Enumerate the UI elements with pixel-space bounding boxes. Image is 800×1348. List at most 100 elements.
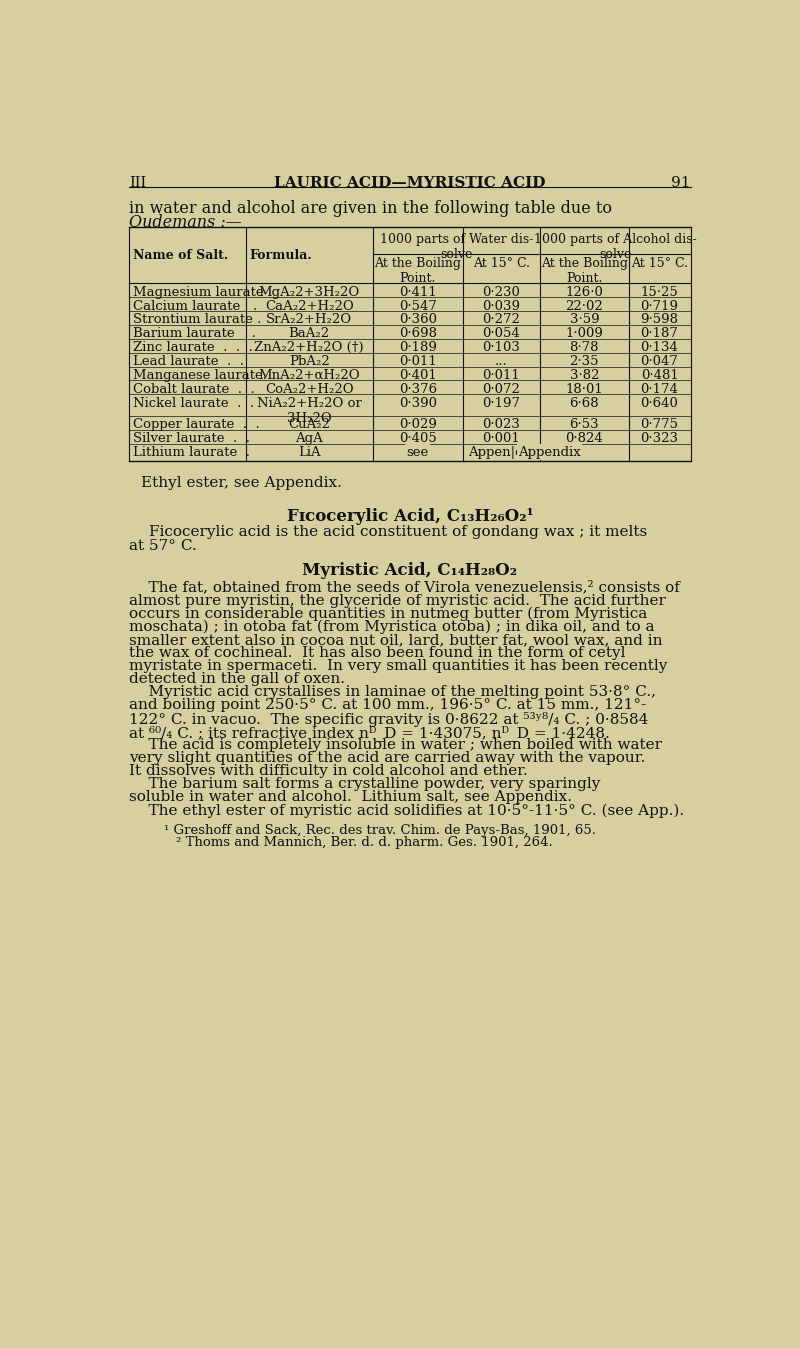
Text: 0·390: 0·390 (398, 396, 437, 410)
Text: Zinc laurate  .  .  .: Zinc laurate . . . (133, 341, 253, 355)
Text: and boiling point 250·5° C. at 100 mm., 196·5° C. at 15 mm., 121°-: and boiling point 250·5° C. at 100 mm., … (130, 698, 646, 713)
Text: see: see (406, 446, 429, 458)
Text: 3·59: 3·59 (570, 314, 599, 326)
Text: Ethyl ester, see Appendix.: Ethyl ester, see Appendix. (141, 476, 342, 489)
Text: Formula.: Formula. (250, 249, 312, 262)
Text: Name of Salt.: Name of Salt. (134, 249, 229, 262)
Text: 0·272: 0·272 (482, 314, 520, 326)
Text: 0·775: 0·775 (641, 418, 678, 431)
Text: Manganese laurate.: Manganese laurate. (133, 369, 266, 381)
Text: Strontium laurate .: Strontium laurate . (133, 314, 261, 326)
Text: 6·53: 6·53 (570, 418, 599, 431)
Text: smaller extent also in cocoa nut oil, lard, butter fat, wool wax, and in: smaller extent also in cocoa nut oil, la… (130, 634, 663, 647)
Text: 0·230: 0·230 (482, 286, 520, 299)
Text: 3·82: 3·82 (570, 369, 599, 381)
Text: 1000 parts of Water dis-
solve: 1000 parts of Water dis- solve (380, 233, 533, 262)
Text: CoA₂2+H₂2O: CoA₂2+H₂2O (265, 383, 354, 396)
Text: occurs in considerable quantities in nutmeg butter (from Myristica: occurs in considerable quantities in nut… (130, 607, 648, 621)
Text: 0·360: 0·360 (398, 314, 437, 326)
Text: very slight quantities of the acid are carried away with the vapour.: very slight quantities of the acid are c… (130, 751, 646, 764)
Text: Copper laurate  .  .: Copper laurate . . (133, 418, 259, 431)
Text: 0·001: 0·001 (482, 431, 520, 445)
Text: at 57° C.: at 57° C. (130, 539, 197, 553)
Text: Lithium laurate  .: Lithium laurate . (133, 446, 250, 458)
Text: 0·323: 0·323 (641, 431, 678, 445)
Text: 22·02: 22·02 (566, 299, 603, 313)
Text: 0·376: 0·376 (398, 383, 437, 396)
Text: almost pure myristin, the glyceride of myristic acid.  The acid further: almost pure myristin, the glyceride of m… (130, 593, 666, 608)
Text: the wax of cochineal.  It has also been found in the form of cetyl: the wax of cochineal. It has also been f… (130, 646, 626, 661)
Text: 6·68: 6·68 (570, 396, 599, 410)
Text: CaA₂2+H₂2O: CaA₂2+H₂2O (265, 299, 354, 313)
Text: Myristic acid crystallises in laminae of the melting point 53·8° C.,: Myristic acid crystallises in laminae of… (130, 685, 657, 700)
Text: 0·547: 0·547 (399, 299, 437, 313)
Text: 0·640: 0·640 (641, 396, 678, 410)
Text: CuA₂2: CuA₂2 (288, 418, 330, 431)
Text: 0·187: 0·187 (641, 328, 678, 340)
Text: At the Boiling
Point.: At the Boiling Point. (541, 257, 628, 286)
Text: LAURIC ACID—MYRISTIC ACID: LAURIC ACID—MYRISTIC ACID (274, 175, 546, 190)
Text: 0·481: 0·481 (641, 369, 678, 381)
Text: MgA₂2+3H₂2O: MgA₂2+3H₂2O (258, 286, 360, 299)
Text: Oudemans :—: Oudemans :— (130, 214, 242, 231)
Text: 91: 91 (671, 175, 690, 190)
Text: 0·698: 0·698 (398, 328, 437, 340)
Text: The ethyl ester of myristic acid solidifies at 10·5°-11·5° C. (see App.).: The ethyl ester of myristic acid solidif… (130, 803, 685, 817)
Text: 0·824: 0·824 (566, 431, 603, 445)
Text: Calcium laurate   .: Calcium laurate . (133, 299, 257, 313)
Text: Silver laurate  .  .: Silver laurate . . (133, 431, 250, 445)
Text: 0·719: 0·719 (641, 299, 678, 313)
Text: 0·039: 0·039 (482, 299, 521, 313)
Text: 1·009: 1·009 (566, 328, 603, 340)
Text: NiA₂2+H₂2O or
3H₂2O: NiA₂2+H₂2O or 3H₂2O (257, 396, 362, 425)
Text: ² Thoms and Mannich, Ber. d. d. pharm. Ges. 1901, 264.: ² Thoms and Mannich, Ber. d. d. pharm. G… (176, 836, 553, 849)
Text: 2·35: 2·35 (570, 355, 599, 368)
Text: It dissolves with difficulty in cold alcohol and ether.: It dissolves with difficulty in cold alc… (130, 764, 528, 778)
Text: Ficocerylic acid is the acid constituent of gondang wax ; it melts: Ficocerylic acid is the acid constituent… (149, 526, 647, 539)
Text: 0·047: 0·047 (641, 355, 678, 368)
Text: 9·598: 9·598 (641, 314, 678, 326)
Text: 0·197: 0·197 (482, 396, 521, 410)
Text: 126·0: 126·0 (566, 286, 603, 299)
Text: 0·401: 0·401 (399, 369, 437, 381)
Text: Appen|dix: Appen|dix (468, 446, 535, 458)
Text: The barium salt forms a crystalline powder, very sparingly: The barium salt forms a crystalline powd… (130, 776, 601, 791)
Text: 1000 parts of Alcohol dis-
solve: 1000 parts of Alcohol dis- solve (534, 233, 697, 262)
Text: ¹ Greshoff and Sack, Rec. des trav. Chim. de Pays-Bas, 1901, 65.: ¹ Greshoff and Sack, Rec. des trav. Chim… (164, 824, 596, 837)
Text: moschata) ; in otoba fat (from Myristica otoba) ; in dika oil, and to a: moschata) ; in otoba fat (from Myristica… (130, 620, 655, 635)
Text: PbA₂2: PbA₂2 (289, 355, 330, 368)
Text: soluble in water and alcohol.  Lithium salt, see Appendix.: soluble in water and alcohol. Lithium sa… (130, 790, 573, 803)
Text: 122° C. in vacuo.  The specific gravity is 0·8622 at ⁵³ʸ⁸/₄ C. ; 0·8584: 122° C. in vacuo. The specific gravity i… (130, 712, 649, 727)
Text: Fɪcocerylic Acid, C₁₃H₂₆O₂¹: Fɪcocerylic Acid, C₁₃H₂₆O₂¹ (286, 508, 534, 526)
Text: myristate in spermaceti.  In very small quantities it has been recently: myristate in spermaceti. In very small q… (130, 659, 668, 673)
Text: 8·78: 8·78 (570, 341, 599, 355)
Text: 0·174: 0·174 (641, 383, 678, 396)
Text: LiA: LiA (298, 446, 321, 458)
Text: Lead laurate  .  .: Lead laurate . . (133, 355, 243, 368)
Text: at ⁶⁰/₄ C. ; its refractive index nᴰ_D = 1·43075, nᴰ_D = 1·4248.: at ⁶⁰/₄ C. ; its refractive index nᴰ_D =… (130, 725, 610, 740)
Text: Barium laurate    .: Barium laurate . (133, 328, 255, 340)
Text: 18·01: 18·01 (566, 383, 603, 396)
Text: 0·054: 0·054 (482, 328, 520, 340)
Text: ZnA₂2+H₂2O (†): ZnA₂2+H₂2O (†) (254, 341, 364, 355)
Text: 15·25: 15·25 (641, 286, 678, 299)
Text: 0·029: 0·029 (399, 418, 437, 431)
Text: Myristic Acid, C₁₄H₂₈O₂: Myristic Acid, C₁₄H₂₈O₂ (302, 562, 518, 580)
Text: 0·011: 0·011 (482, 369, 520, 381)
Text: ...: ... (495, 355, 508, 368)
Text: MnA₂2+αH₂2O: MnA₂2+αH₂2O (258, 369, 360, 381)
Text: Cobalt laurate  .  .: Cobalt laurate . . (133, 383, 254, 396)
Text: 0·103: 0·103 (482, 341, 520, 355)
Text: 0·023: 0·023 (482, 418, 520, 431)
Text: Magnesium laurate: Magnesium laurate (133, 286, 263, 299)
Text: At 15° C.: At 15° C. (473, 257, 530, 270)
Text: see: see (406, 446, 429, 458)
Text: 0·411: 0·411 (399, 286, 437, 299)
Text: in water and alcohol are given in the following table due to: in water and alcohol are given in the fo… (130, 201, 613, 217)
Text: 0·072: 0·072 (482, 383, 520, 396)
Text: detected in the gall of oxen.: detected in the gall of oxen. (130, 673, 346, 686)
Text: AgA: AgA (295, 431, 323, 445)
Text: At the Boiling
Point.: At the Boiling Point. (374, 257, 462, 286)
Text: SrA₂2+H₂2O: SrA₂2+H₂2O (266, 314, 352, 326)
Text: III: III (130, 175, 146, 190)
